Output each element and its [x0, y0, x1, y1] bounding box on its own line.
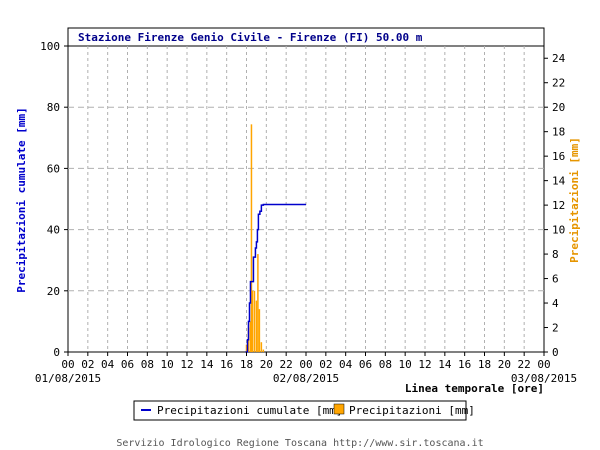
cumulative-line-group: [245, 203, 306, 353]
precip-bar: [250, 124, 253, 352]
precip-bar: [245, 344, 248, 352]
y-tick-label-right: 22: [552, 77, 565, 90]
x-tick-label: 18: [478, 358, 491, 371]
x-tick-label: 08: [141, 358, 154, 371]
legend-box: [133, 400, 467, 421]
legend-label-precip: Precipitazioni [mm]: [349, 404, 475, 417]
y-axis-label-left: Precipitazioni cumulate [mm]: [15, 107, 28, 292]
y-tick-label-right: 20: [552, 101, 565, 114]
y-tick-label-right: 16: [552, 150, 565, 163]
x-tick-label: 22: [280, 358, 293, 371]
y-tick-label-left: 20: [47, 285, 60, 298]
precip-bar: [260, 342, 263, 352]
x-tick-label: 16: [458, 358, 471, 371]
x-tick-label: 12: [180, 358, 193, 371]
x-tick-label: 20: [498, 358, 511, 371]
chart-title: Stazione Firenze Genio Civile - Firenze …: [78, 31, 423, 44]
x-tick-label: 14: [438, 358, 452, 371]
y-tick-label-left: 0: [53, 346, 60, 359]
x-tick-label: 04: [101, 358, 115, 371]
y-axis-label-right: Precipitazioni [mm]: [568, 137, 581, 263]
legend-label-cumulative: Precipitazioni cumulate [mm]: [157, 404, 342, 417]
grid: [68, 46, 544, 352]
x-tick-label: 18: [240, 358, 253, 371]
precip-bar: [251, 290, 254, 352]
x-tick-label: 06: [359, 358, 372, 371]
x-tick-label: 10: [161, 358, 174, 371]
y-tick-label-right: 8: [552, 248, 559, 261]
x-tick-label: 08: [379, 358, 392, 371]
y-tick-label-left: 100: [40, 40, 60, 53]
y-tick-label-left: 80: [47, 101, 60, 114]
y-tick-label-right: 24: [552, 52, 566, 65]
x-tick-label: 14: [200, 358, 214, 371]
precip-bar: [253, 290, 256, 352]
y-tick-label-right: 14: [552, 175, 566, 188]
x-tick-label: 06: [121, 358, 134, 371]
x-tick-label: 20: [260, 358, 273, 371]
y-tick-label-right: 6: [552, 273, 559, 286]
precip-bar: [255, 300, 258, 352]
y-tick-label-right: 18: [552, 126, 565, 139]
x-tick-label: 04: [339, 358, 353, 371]
y-ticks-left: 0 20 40 60 80 100: [40, 40, 68, 359]
y-tick-label-right: 4: [552, 297, 559, 310]
y-tick-label-right: 12: [552, 199, 565, 212]
x-tick-label: 02: [81, 358, 94, 371]
date-label: 03/08/2015: [511, 372, 577, 385]
date-labels: 01/08/2015 02/08/2015 03/08/2015: [35, 372, 577, 385]
cumulative-line: [245, 203, 306, 353]
date-label: 01/08/2015: [35, 372, 101, 385]
date-label: 02/08/2015: [273, 372, 339, 385]
x-tick-label: 00: [537, 358, 550, 371]
x-tick-label: 10: [399, 358, 412, 371]
y-tick-label-right: 10: [552, 224, 565, 237]
x-ticks: 00 02 04 06 08 10 12 14 16 18 20 22 00 02 04 06 08 10 12 14…: [61, 352, 551, 371]
x-tick-label: 00: [299, 358, 312, 371]
y-tick-label-left: 60: [47, 162, 60, 175]
precip-bar: [262, 349, 265, 352]
footer-credit: Servizio Idrologico Regione Toscana http…: [116, 438, 483, 449]
x-tick-label: 00: [61, 358, 74, 371]
y-tick-label-left: 40: [47, 224, 60, 237]
legend: Precipitazioni cumulate [mm] Precipitazi…: [133, 400, 475, 421]
legend-bar-swatch: [333, 403, 345, 415]
precip-bar: [257, 254, 259, 352]
y-tick-label-right: 0: [552, 346, 559, 359]
x-axis-label: Linea temporale [ore]: [405, 382, 544, 395]
x-tick-label: 22: [518, 358, 531, 371]
x-tick-label: 02: [319, 358, 332, 371]
x-tick-label: 16: [220, 358, 233, 371]
y-tick-label-right: 2: [552, 322, 559, 335]
precip-bar: [258, 309, 261, 352]
x-tick-label: 12: [418, 358, 431, 371]
precip-bar: [249, 321, 252, 352]
